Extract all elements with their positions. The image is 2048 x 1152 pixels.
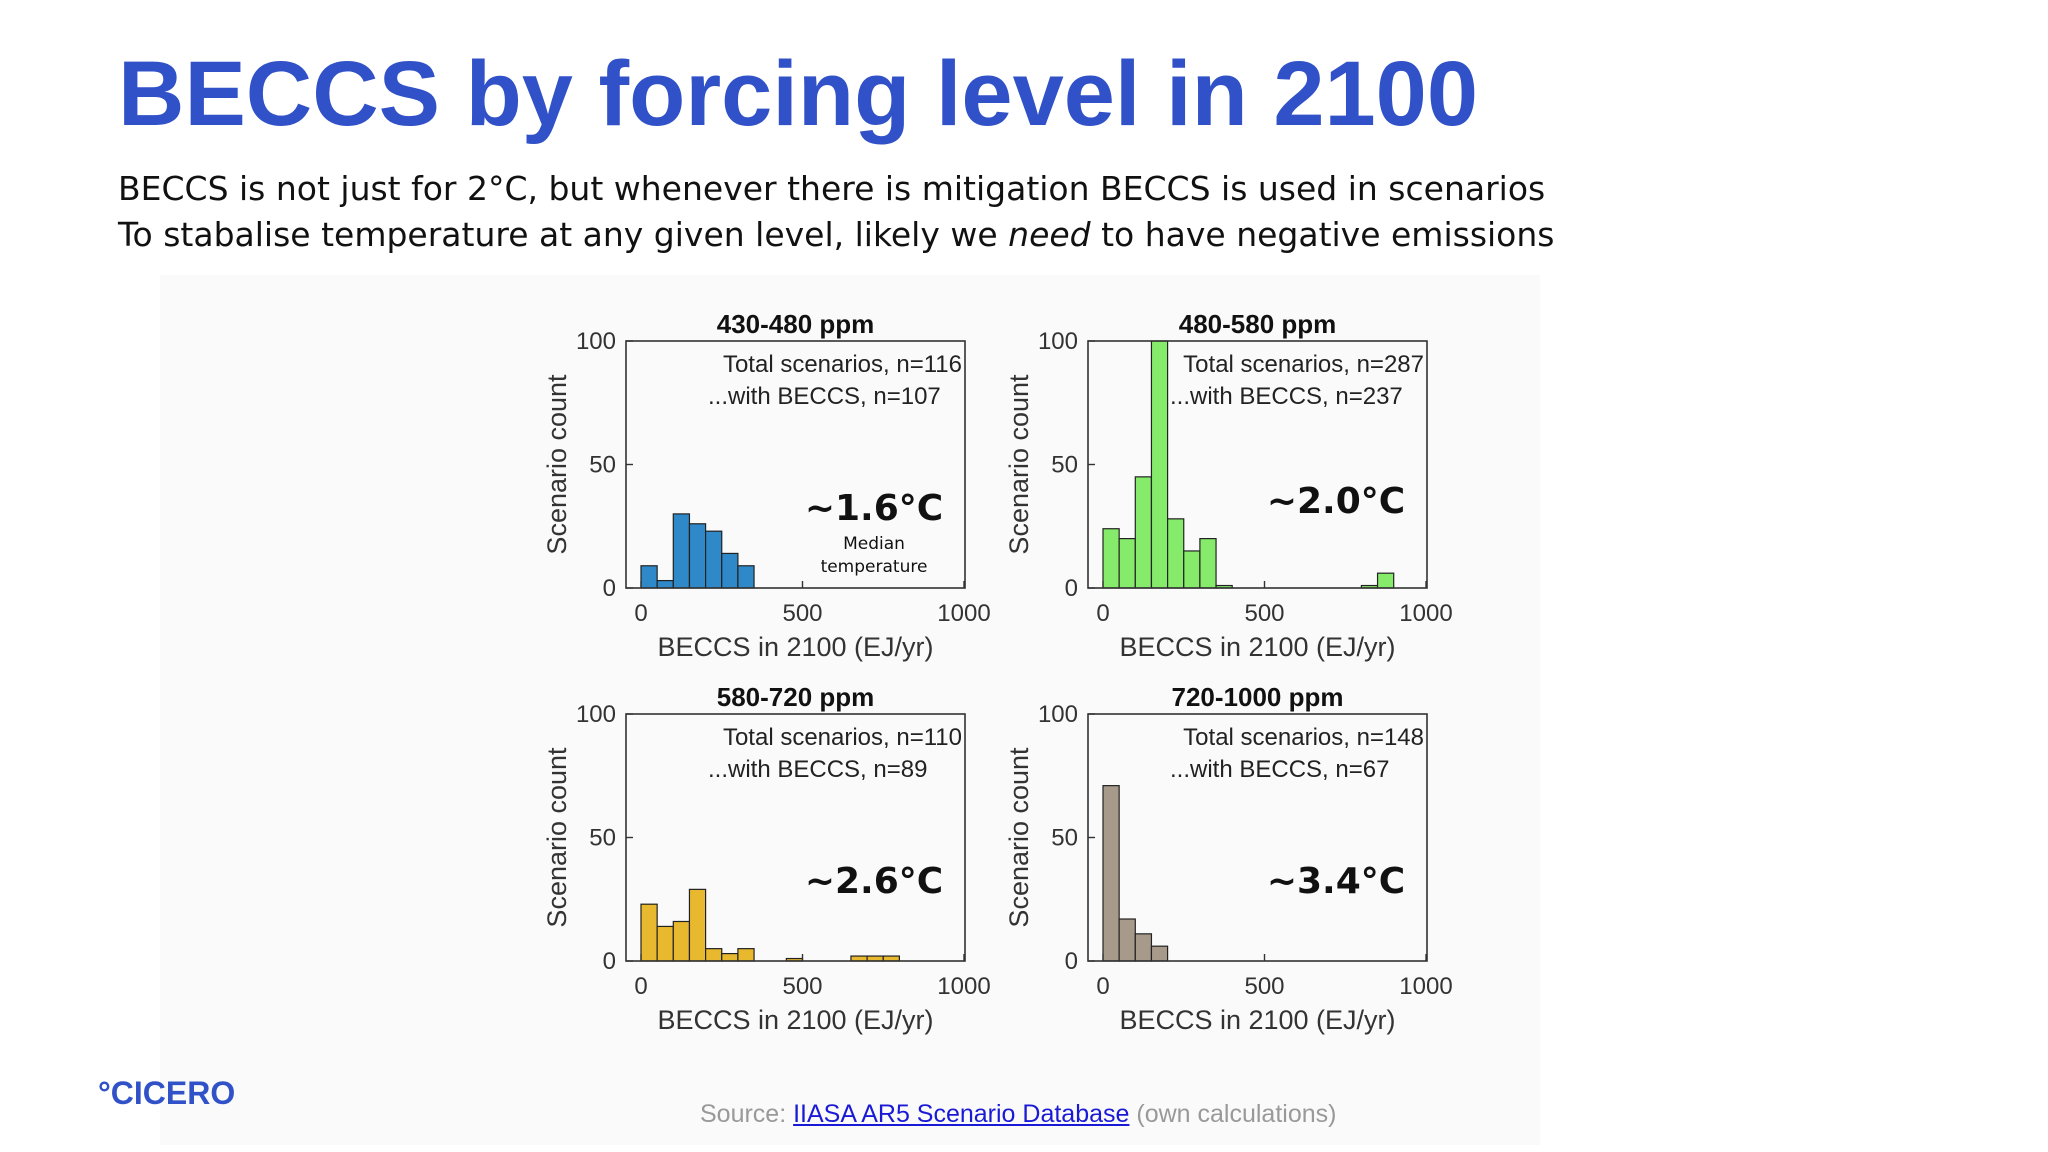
x-axis-label: BECCS in 2100 (EJ/yr) <box>657 632 933 662</box>
subtitle-line-1: BECCS is not just for 2°C, but whenever … <box>118 169 1546 208</box>
x-tick-label: 0 <box>634 600 647 627</box>
histogram-bar <box>1150 945 1169 962</box>
histogram-bar <box>1102 785 1120 962</box>
histogram-bar <box>672 513 691 589</box>
y-tick-label: 0 <box>603 948 616 975</box>
x-tick-label: 1000 <box>937 600 990 627</box>
slide-title: BECCS by forcing level in 2100 <box>118 43 1479 145</box>
x-axis-label: BECCS in 2100 (EJ/yr) <box>657 1005 933 1035</box>
temperature-callout: ~3.4°C <box>1267 861 1405 902</box>
histogram-bar <box>640 565 658 589</box>
histogram-bar <box>704 530 723 589</box>
y-tick-label: 0 <box>1065 948 1078 975</box>
histogram-bar <box>737 565 755 589</box>
x-tick-label: 1000 <box>1399 600 1452 627</box>
axes-frame <box>1087 713 1428 962</box>
histogram-bar <box>688 888 707 962</box>
x-axis-label: BECCS in 2100 (EJ/yr) <box>1119 1005 1395 1035</box>
x-tick-label: 500 <box>1244 973 1284 1000</box>
y-axis-label: Scenario count <box>1004 374 1034 555</box>
histogram-bar <box>721 552 739 589</box>
chart-backdrop <box>160 275 1540 1145</box>
total-scenarios-label: Total scenarios, n=110 <box>723 724 962 751</box>
subtitle-line-2-start: To stabalise temperature at any given le… <box>118 215 1009 254</box>
temperature-callout: ~2.6°C <box>805 861 943 902</box>
x-tick-label: 1000 <box>937 973 990 1000</box>
y-tick-label: 100 <box>576 701 616 728</box>
histogram-bar <box>640 903 658 962</box>
x-tick-label: 500 <box>782 600 822 627</box>
y-tick-label: 50 <box>1051 452 1078 479</box>
x-tick-label: 0 <box>634 973 647 1000</box>
y-tick-label: 50 <box>589 452 616 479</box>
beccs-scenarios-label: ...with BECCS, n=89 <box>708 756 927 783</box>
total-scenarios-label: Total scenarios, n=148 <box>1183 724 1424 751</box>
y-tick-label: 50 <box>589 825 616 852</box>
beccs-scenarios-label: ...with BECCS, n=237 <box>1170 383 1403 410</box>
beccs-scenarios-label: ...with BECCS, n=107 <box>708 383 941 410</box>
y-tick-label: 50 <box>1051 825 1078 852</box>
beccs-scenarios-label: ...with BECCS, n=67 <box>1170 756 1389 783</box>
x-tick-label: 1000 <box>1399 973 1452 1000</box>
histogram-bar <box>656 925 674 962</box>
chart-title: 720-1000 ppm <box>1172 682 1344 712</box>
x-tick-label: 500 <box>782 973 822 1000</box>
chart-title: 580-720 ppm <box>717 682 875 712</box>
histogram-bar <box>1118 918 1136 962</box>
histogram-bar <box>656 579 674 589</box>
histogram-bar <box>1166 518 1185 589</box>
temperature-callout: ~2.0°C <box>1267 481 1405 522</box>
y-tick-label: 100 <box>1038 328 1078 355</box>
y-axis-label: Scenario count <box>542 747 572 928</box>
total-scenarios-label: Total scenarios, n=116 <box>723 351 962 378</box>
subtitle-emphasis: need <box>1008 215 1091 254</box>
y-tick-label: 100 <box>576 328 616 355</box>
histogram-bar <box>1150 340 1169 589</box>
histogram-bar <box>721 952 739 962</box>
x-tick-label: 0 <box>1096 973 1109 1000</box>
y-tick-label: 100 <box>1038 701 1078 728</box>
slide-subtitle: BECCS is not just for 2°C, but whenever … <box>118 166 1554 258</box>
x-axis-label: BECCS in 2100 (EJ/yr) <box>1119 632 1395 662</box>
source-prefix: Source: <box>700 1100 794 1128</box>
y-tick-label: 0 <box>1065 575 1078 602</box>
chart-title: 430-480 ppm <box>717 309 875 339</box>
median-temperature-note: temperature <box>821 557 928 577</box>
histogram-bar <box>1118 537 1136 589</box>
y-axis-label: Scenario count <box>1004 747 1034 928</box>
x-tick-label: 500 <box>1244 600 1284 627</box>
source-link[interactable]: IIASA AR5 Scenario Database <box>793 1100 1130 1128</box>
source-suffix: (own calculations) <box>1129 1100 1337 1128</box>
cicero-logo: °CICERO <box>98 1075 236 1111</box>
y-axis-label: Scenario count <box>542 374 572 555</box>
median-temperature-note: Median <box>843 534 905 554</box>
x-tick-label: 0 <box>1096 600 1109 627</box>
histogram-bar <box>1134 476 1153 589</box>
histogram-bar <box>1102 528 1120 589</box>
temperature-callout: ~1.6°C <box>805 488 943 529</box>
histogram-bar <box>1183 550 1201 589</box>
histogram-bar <box>1376 572 1395 589</box>
subtitle-line-2-end: to have negative emissions <box>1090 215 1555 254</box>
histogram-bar <box>704 948 723 962</box>
histogram-bar <box>737 948 755 962</box>
y-tick-label: 0 <box>603 575 616 602</box>
total-scenarios-label: Total scenarios, n=287 <box>1183 351 1424 378</box>
histogram-bar <box>672 920 691 962</box>
source-citation: Source: IIASA AR5 Scenario Database (own… <box>700 1100 1336 1129</box>
subtitle-line-2: To stabalise temperature at any given le… <box>118 212 1554 258</box>
histogram-bar <box>688 523 707 589</box>
histogram-bar <box>1134 933 1153 962</box>
chart-title: 480-580 ppm <box>1179 309 1337 339</box>
histogram-bar <box>1199 537 1217 589</box>
